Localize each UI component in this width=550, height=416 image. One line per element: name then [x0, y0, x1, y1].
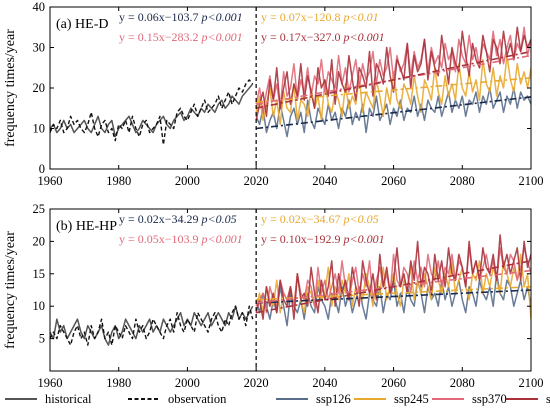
panel-b-ytick-label: 20 [33, 234, 46, 248]
panel-a-series-ssp245 [255, 54, 531, 126]
panel-b-trend-ssp585 [255, 260, 531, 314]
panel-b-equation-formula: y = 0.02x−34.29 [119, 212, 202, 226]
panel-b-ytick-label: 10 [33, 299, 46, 313]
panel-b-series-historical [50, 305, 254, 346]
panel-a-ytick-label: 20 [33, 81, 46, 95]
panel-b-equation-ssp126: y = 0.02x−34.29 p<0.05 [119, 212, 237, 226]
panel-b-xtick-label: 1960 [38, 376, 63, 390]
panel-a-equation-ssp245: y = 0.07x−120.8 p<0.01 [261, 10, 379, 24]
panel-b-equation-formula: y = 0.02x−34.67 [261, 212, 344, 226]
panel-a: 1960 1980 2000 2020 2040 2060 2080 2100 0 10 20 30 4… [3, 0, 544, 188]
legend-label-observation: observation [168, 392, 227, 406]
panel-b-plot-area [50, 234, 531, 346]
panel-b-equation-ssp585: y = 0.10x−192.9 p<0.001 [261, 232, 385, 246]
legend: historical observation ssp126 ssp245 ssp370 s… [5, 392, 550, 406]
panel-a-series-observation [50, 79, 254, 146]
panel-b-ytick-label: 15 [33, 267, 46, 281]
panel-a-xtick-label: 1980 [106, 174, 131, 188]
panel-a-ytick-label: 30 [33, 41, 46, 55]
legend-label-ssp126: ssp126 [316, 392, 351, 406]
panel-a-xtick-label: 1960 [38, 174, 63, 188]
panel-b-title: (b) HE-HP [56, 219, 117, 234]
panel-b-xtick-label: 2000 [175, 376, 200, 390]
panel-b-equation-ssp370: y = 0.05x−103.9 p<0.001 [119, 232, 243, 246]
panel-b-frame [49, 208, 532, 372]
panel-a-equation-formula: y = 0.15x−283.2 [119, 30, 202, 44]
panel-b-xtick-label: 2080 [450, 376, 475, 390]
panel-b: 1960 1980 2000 2020 2040 2060 2080 2100 5 10 15 20 2… [3, 202, 544, 390]
panel-b-xtick-label: 2060 [381, 376, 406, 390]
legend-label-ssp245: ssp245 [394, 392, 429, 406]
panel-a-ylabel: frequency times/year [3, 29, 18, 147]
panel-a-equation-pvalue: p<0.001 [343, 30, 385, 44]
panel-a-ytick-label: 10 [33, 122, 46, 136]
panel-a-xtick-label: 2000 [175, 174, 200, 188]
panel-a-equation-ssp370: y = 0.15x−283.2 p<0.001 [119, 30, 243, 44]
panel-b-xtick-label: 2040 [312, 376, 337, 390]
panel-b-equation-pvalue: p<0.001 [343, 232, 385, 246]
panel-a-equation-formula: y = 0.17x−327.0 [261, 30, 344, 44]
panel-a-equation-ssp126: y = 0.06x−103.7 p<0.001 [119, 10, 243, 24]
panel-b-trend-ssp126 [256, 289, 531, 304]
panel-a-xtick-label: 2080 [450, 174, 475, 188]
panel-b-ytick-label: 25 [33, 202, 46, 216]
panel-a-xtick-label: 2020 [244, 174, 269, 188]
panel-a-trend-ssp126 [256, 96, 531, 130]
panel-b-ylabel: frequency times/year [3, 231, 18, 349]
panel-b-xtick-label: 1980 [106, 376, 131, 390]
panel-b-equation-formula: y = 0.05x−103.9 [119, 232, 202, 246]
panel-a-equation-ssp585: y = 0.17x−327.0 p<0.001 [261, 30, 385, 44]
panel-b-equation-pvalue: p<0.05 [343, 212, 379, 226]
panel-b-equation-pvalue: p<0.001 [201, 232, 243, 246]
panel-a-ytick-label: 0 [39, 162, 45, 176]
panel-a-xtick-label: 2100 [519, 174, 544, 188]
legend-label-historical: historical [45, 392, 92, 406]
panel-a-xtick-label: 2060 [381, 174, 406, 188]
panel-a-series-historical [50, 83, 254, 138]
panel-a-equation-formula: y = 0.07x−120.8 [261, 10, 344, 24]
panel-a-xtick-label: 2040 [312, 174, 337, 188]
panel-b-xtick-label: 2020 [244, 376, 269, 390]
panel-a-equation-pvalue: p<0.01 [343, 10, 379, 24]
panel-a-plot-area [50, 26, 531, 146]
panel-a-trend-ssp585 [255, 50, 531, 110]
panel-b-equation-pvalue: p<0.05 [201, 212, 237, 226]
panel-b-series-ssp585 [255, 234, 531, 320]
panel-b-ytick-label: 5 [39, 332, 45, 346]
panel-a-ytick-label: 40 [33, 0, 46, 14]
panel-a-equation-pvalue: p<0.001 [201, 10, 243, 24]
panel-a-series-ssp585 [255, 26, 531, 121]
panel-b-equation-ssp245: y = 0.02x−34.67 p<0.05 [261, 212, 379, 226]
panel-b-equation-formula: y = 0.10x−192.9 [261, 232, 344, 246]
panel-a-equation-pvalue: p<0.001 [201, 30, 243, 44]
legend-label-ssp585: ssp585 [546, 392, 550, 406]
panel-a-equation-formula: y = 0.06x−103.7 [119, 10, 202, 24]
panel-b-xtick-label: 2100 [519, 376, 544, 390]
legend-label-ssp370: ssp370 [472, 392, 507, 406]
panel-a-title: (a) HE-D [56, 17, 108, 32]
